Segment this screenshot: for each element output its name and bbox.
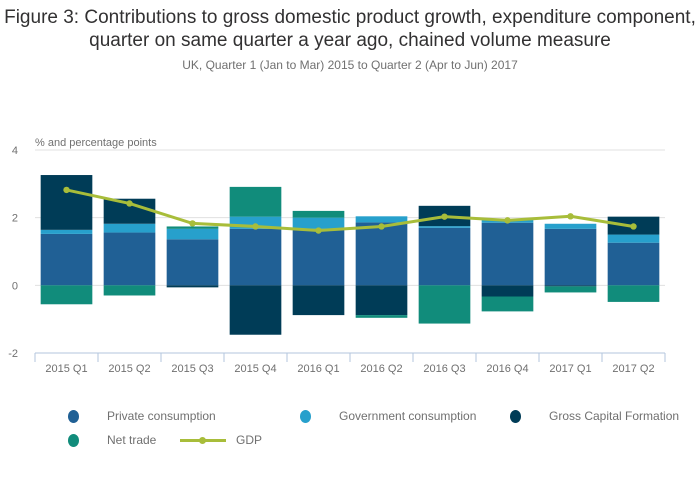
bar-government-consumption <box>166 228 219 240</box>
bar-gross-capital-formation <box>229 285 282 335</box>
bar-government-consumption <box>40 229 93 234</box>
bar-gross-capital-formation <box>292 285 345 316</box>
bar-net-trade <box>103 285 156 296</box>
gdp-point <box>504 217 511 224</box>
x-tick-label: 2015 Q3 <box>171 363 213 375</box>
gdp-point <box>126 200 133 207</box>
bar-private-consumption <box>355 222 408 286</box>
bar-government-consumption <box>418 226 471 228</box>
legend-item-gross-capital-formation[interactable]: Gross Capital Formation <box>510 409 679 423</box>
bar-net-trade <box>292 210 345 218</box>
bar-net-trade <box>229 186 282 217</box>
x-tick-label: 2017 Q1 <box>549 363 591 375</box>
legend-item-net-trade[interactable]: Net trade <box>68 433 156 447</box>
legend-item-private-consumption[interactable]: Private consumption <box>68 409 216 423</box>
x-tick-label: 2016 Q1 <box>297 363 339 375</box>
bar-government-consumption <box>607 234 660 243</box>
bar-government-consumption <box>544 223 597 229</box>
gdp-point <box>378 223 385 230</box>
y-tick-label: 2 <box>12 213 18 225</box>
x-tick-label: 2015 Q2 <box>108 363 150 375</box>
legend-line-swatch <box>180 436 226 444</box>
gdp-point <box>567 213 574 220</box>
bar-private-consumption <box>166 239 219 286</box>
legend-label: Net trade <box>107 433 157 447</box>
x-tick-label: 2017 Q2 <box>612 363 654 375</box>
y-axis-label: % and percentage points <box>35 137 157 149</box>
bar-private-consumption <box>40 233 93 286</box>
bar-private-consumption <box>418 227 471 286</box>
bar-gross-capital-formation <box>355 285 408 316</box>
gdp-point <box>315 227 322 234</box>
gdp-point <box>630 223 637 230</box>
bar-private-consumption <box>544 228 597 286</box>
x-tick-label: 2016 Q2 <box>360 363 402 375</box>
legend-label: Gross Capital Formation <box>549 409 680 423</box>
x-tick-label: 2015 Q1 <box>45 363 87 375</box>
x-tick-label: 2016 Q3 <box>423 363 465 375</box>
bar-private-consumption <box>229 228 282 286</box>
bar-net-trade <box>40 285 93 305</box>
bar-net-trade <box>166 226 219 229</box>
bar-gross-capital-formation <box>40 175 93 230</box>
y-tick-label: 0 <box>12 280 18 292</box>
bar-gross-capital-formation <box>544 285 597 287</box>
bar-private-consumption <box>103 232 156 286</box>
legend-label: Private consumption <box>107 409 216 423</box>
bar-government-consumption <box>103 223 156 233</box>
chart-subtitle: UK, Quarter 1 (Jan to Mar) 2015 to Quart… <box>182 58 518 72</box>
bar-net-trade <box>418 285 471 324</box>
legend-item-gdp[interactable]: GDP <box>180 433 262 447</box>
gdp-point <box>189 220 196 227</box>
legend-dot-swatch <box>300 409 311 423</box>
bar-government-consumption <box>355 216 408 223</box>
legend-dot-swatch <box>68 433 79 447</box>
bar-private-consumption <box>607 242 660 286</box>
legend-dot-swatch <box>68 409 79 423</box>
bar-government-consumption <box>292 217 345 229</box>
gdp-point <box>63 186 70 194</box>
legend-label: GDP <box>236 433 263 447</box>
legend-dot-swatch <box>510 409 521 423</box>
bar-net-trade <box>607 285 660 302</box>
bar-private-consumption <box>481 222 534 286</box>
bar-gross-capital-formation <box>481 285 534 297</box>
gdp-line <box>66 188 634 233</box>
bar-net-trade <box>481 296 534 312</box>
y-tick-label: -2 <box>8 348 18 360</box>
gdp-point <box>441 213 448 220</box>
x-tick-label: 2016 Q4 <box>486 363 528 375</box>
y-tick-label: 4 <box>12 145 18 157</box>
bar-net-trade <box>544 286 597 293</box>
legend-label: Government consumption <box>339 409 477 423</box>
x-tick-label: 2015 Q4 <box>234 363 276 375</box>
gdp-point <box>252 223 259 230</box>
bar-net-trade <box>355 315 408 318</box>
chart-title: Figure 3: Contributions to gross domesti… <box>4 7 696 51</box>
legend-item-government-consumption[interactable]: Government consumption <box>300 409 476 423</box>
bar-gross-capital-formation <box>166 285 219 288</box>
bar-private-consumption <box>292 228 345 286</box>
